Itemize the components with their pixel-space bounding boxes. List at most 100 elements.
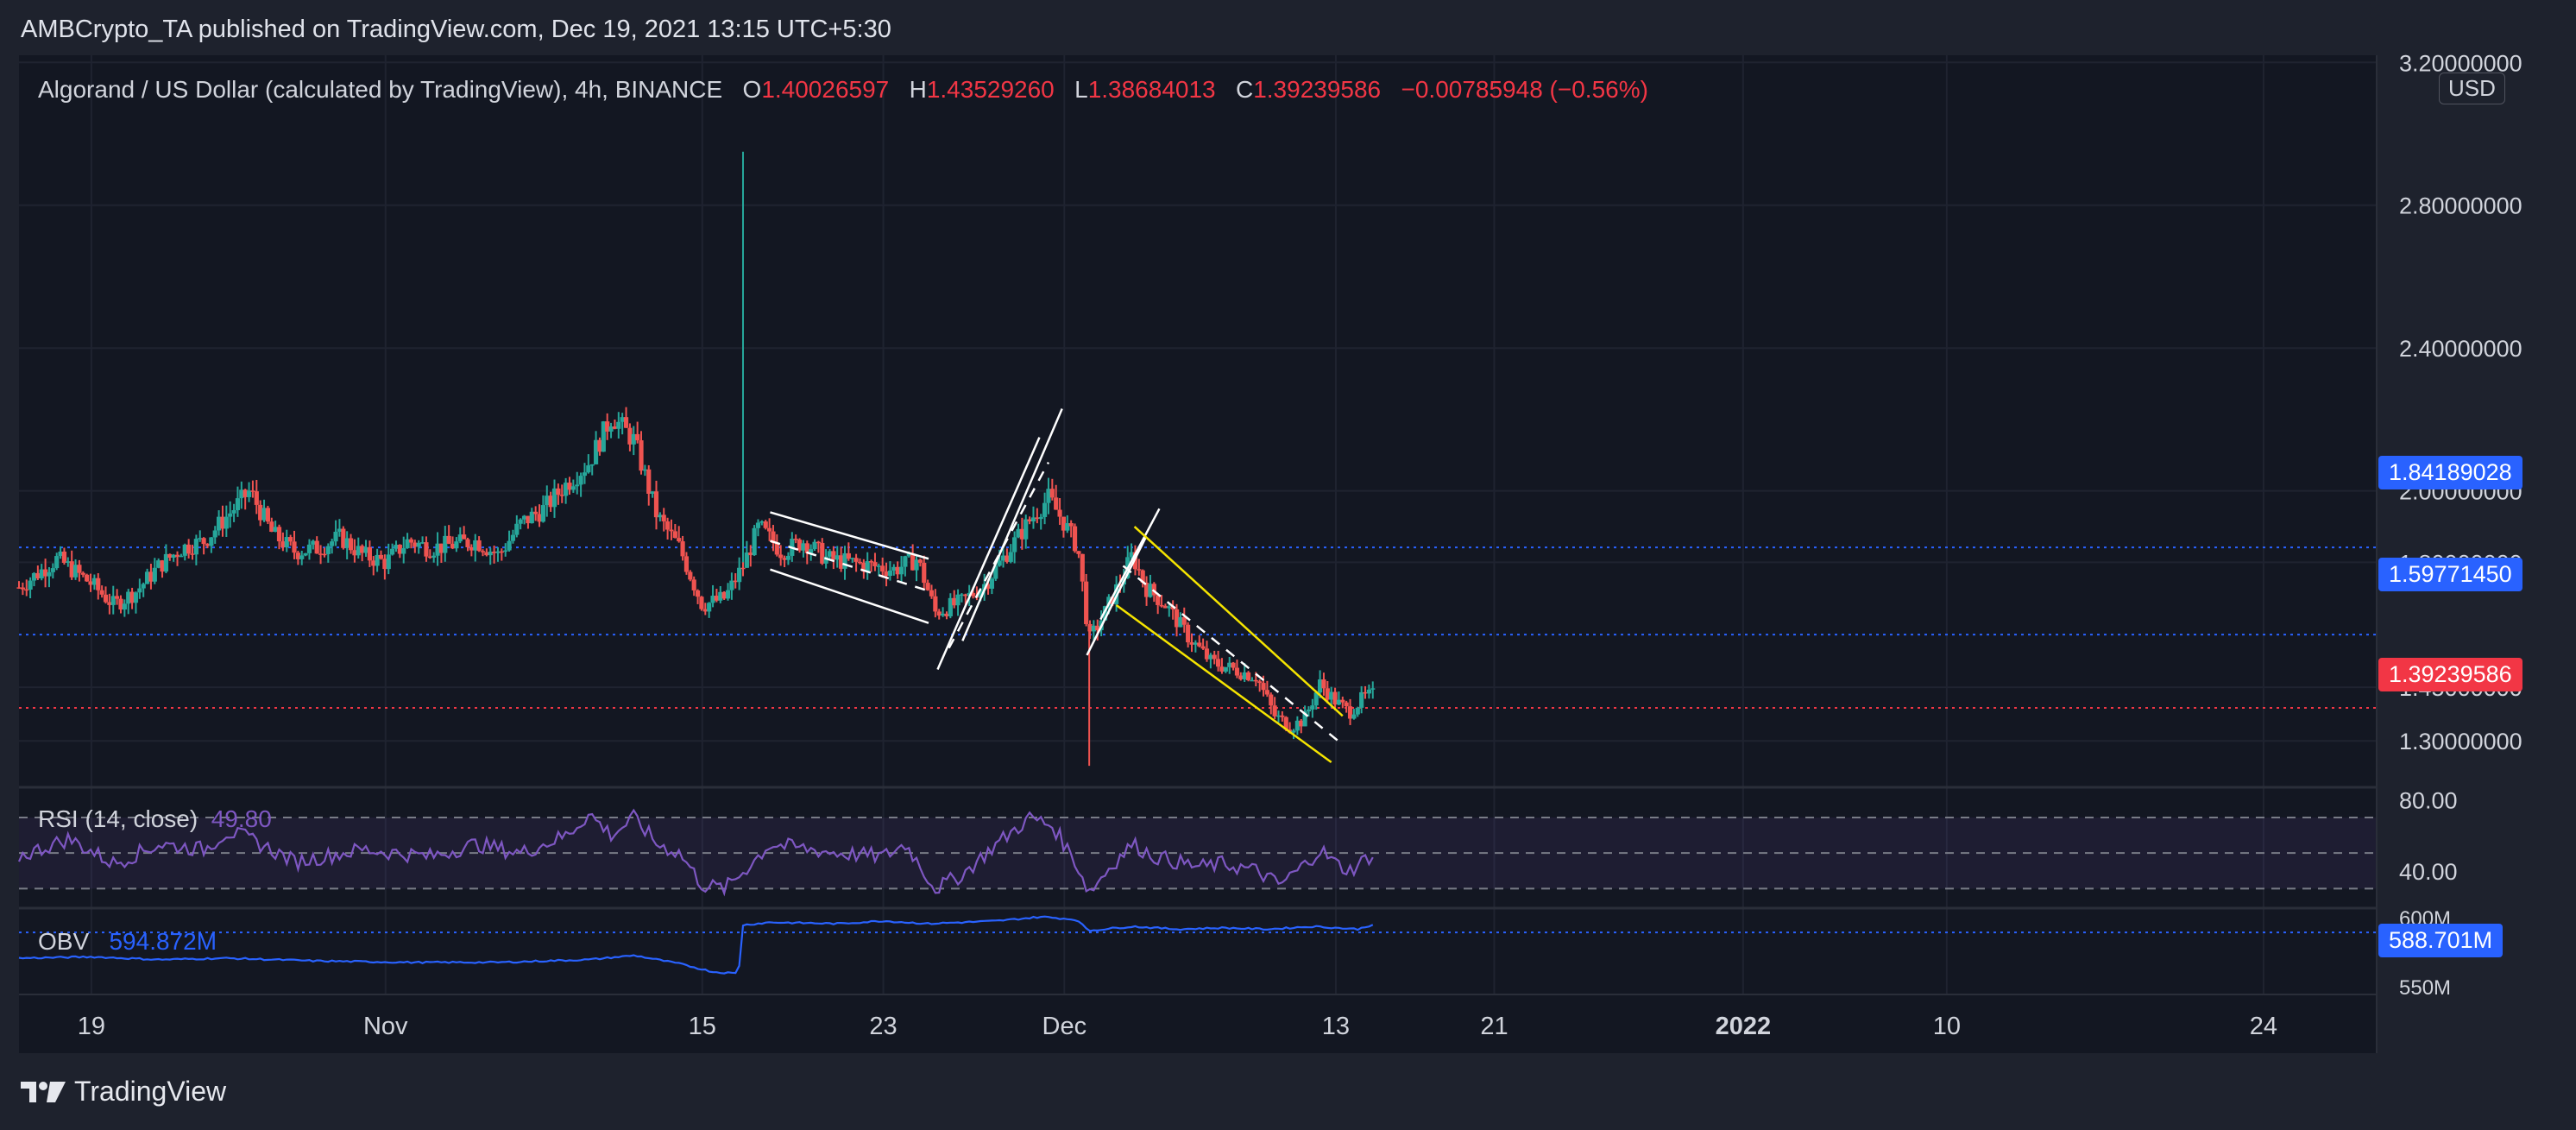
candle-body-162 xyxy=(627,427,633,445)
time-tick-1: Nov xyxy=(363,1013,408,1040)
candle-body-217 xyxy=(835,555,840,560)
time-tick-9: 24 xyxy=(2250,1013,2277,1040)
candle-body-12 xyxy=(61,551,67,564)
candle-body-63 xyxy=(254,491,259,505)
candle-body-214 xyxy=(823,556,828,564)
candle-body-114 xyxy=(446,535,451,544)
candle-body-299 xyxy=(1143,583,1149,597)
candle-body-95 xyxy=(375,554,380,566)
candle-body-178 xyxy=(688,571,693,580)
high-label: H xyxy=(909,76,927,103)
candle-body-359 xyxy=(1370,688,1376,690)
candle-body-236 xyxy=(906,553,911,557)
candle-body-125 xyxy=(488,552,493,556)
candle-body-94 xyxy=(371,560,376,566)
candle-body-13 xyxy=(66,561,71,564)
candle-body-316 xyxy=(1208,654,1213,660)
candle-body-27 xyxy=(118,598,123,610)
candle-body-74 xyxy=(295,552,300,559)
candle-body-137 xyxy=(533,511,539,514)
candle-body-130 xyxy=(507,540,512,551)
candle-body-71 xyxy=(284,537,289,548)
candle-body-179 xyxy=(691,579,696,590)
candle-body-288 xyxy=(1102,606,1108,621)
candle-body-358 xyxy=(1366,689,1371,694)
candle-body-314 xyxy=(1200,646,1206,649)
candle-body-128 xyxy=(499,551,504,553)
candle-body-351 xyxy=(1340,699,1345,703)
candle-body-225 xyxy=(865,561,870,572)
candle-body-60 xyxy=(242,489,248,497)
candle-body-31 xyxy=(133,592,139,603)
candle-body-4 xyxy=(31,572,37,581)
candle-body-346 xyxy=(1321,679,1326,689)
obv-last-tag: 588.701M xyxy=(2378,924,2504,957)
brand-name: TradingView xyxy=(74,1076,227,1107)
candle-body-253 xyxy=(970,592,976,597)
candle-body-301 xyxy=(1151,584,1156,596)
white-flag-1-line-1 xyxy=(770,568,929,624)
yellow-falling-channel-line-0 xyxy=(1133,526,1344,717)
candle-body-197 xyxy=(759,521,765,523)
obv-title[interactable]: OBV xyxy=(38,928,90,955)
candle-body-258 xyxy=(989,578,995,589)
white-channel-up-2-line-1 xyxy=(1099,508,1161,621)
candle-body-259 xyxy=(993,565,998,579)
candle-body-317 xyxy=(1212,654,1217,660)
white-channel-up-line-1 xyxy=(961,408,1063,641)
candle-body-251 xyxy=(963,594,968,597)
candle-body-285 xyxy=(1091,625,1096,632)
candle-body-263 xyxy=(1008,552,1013,562)
candle-body-28 xyxy=(122,603,127,610)
candle-body-75 xyxy=(299,555,305,559)
candle-body-41 xyxy=(171,554,176,559)
currency-badge[interactable]: USD xyxy=(2439,73,2505,104)
candle-body-40 xyxy=(167,553,173,559)
candle-body-36 xyxy=(152,567,157,582)
candle-body-26 xyxy=(115,596,120,599)
candle-body-111 xyxy=(435,543,440,556)
candle-body-109 xyxy=(427,556,432,559)
candle-body-171 xyxy=(661,514,666,521)
candle-body-44 xyxy=(182,544,187,556)
candle-body-119 xyxy=(465,539,470,547)
candle-body-215 xyxy=(827,551,833,557)
candle-body-102 xyxy=(401,548,406,554)
candle-body-238 xyxy=(914,559,919,571)
candle-body-135 xyxy=(526,515,531,524)
candle-body-17 xyxy=(80,572,85,575)
candle-body-216 xyxy=(831,551,836,560)
candle-body-90 xyxy=(356,546,361,556)
candle-body-167 xyxy=(646,469,652,495)
candle-body-108 xyxy=(424,542,429,557)
rsi-title[interactable]: RSI (14, close) xyxy=(38,805,198,832)
candle-body-201 xyxy=(774,543,779,555)
time-tick-7: 2022 xyxy=(1716,1013,1772,1040)
symbol-title[interactable]: Algorand / US Dollar (calculated by Trad… xyxy=(38,76,723,103)
candle-body-302 xyxy=(1156,595,1161,605)
candle-body-206 xyxy=(793,539,798,540)
candle-body-46 xyxy=(190,553,195,555)
candle-body-170 xyxy=(658,514,663,518)
candle-body-226 xyxy=(868,561,874,563)
candle-body-172 xyxy=(665,521,671,530)
grid-lines xyxy=(19,55,2377,994)
candle-body-50 xyxy=(205,544,211,546)
candle-body-270 xyxy=(1035,517,1040,520)
candle-body-101 xyxy=(397,545,402,554)
candle-body-145 xyxy=(564,483,569,496)
candle-body-58 xyxy=(235,498,241,510)
candle-body-86 xyxy=(341,528,346,548)
level-tag-2: 1.59771450 xyxy=(2378,558,2522,591)
candle-body-208 xyxy=(801,543,806,551)
candle-body-308 xyxy=(1178,616,1183,628)
candle-body-335 xyxy=(1280,715,1285,717)
candle-body-187 xyxy=(721,591,727,599)
candle-body-118 xyxy=(462,534,467,540)
tradingview-brand[interactable]: TradingView xyxy=(21,1076,226,1108)
candle-body-324 xyxy=(1238,675,1244,679)
candle-body-332 xyxy=(1269,694,1274,706)
candle-body-5 xyxy=(35,572,41,578)
candle-body-150 xyxy=(582,472,588,477)
